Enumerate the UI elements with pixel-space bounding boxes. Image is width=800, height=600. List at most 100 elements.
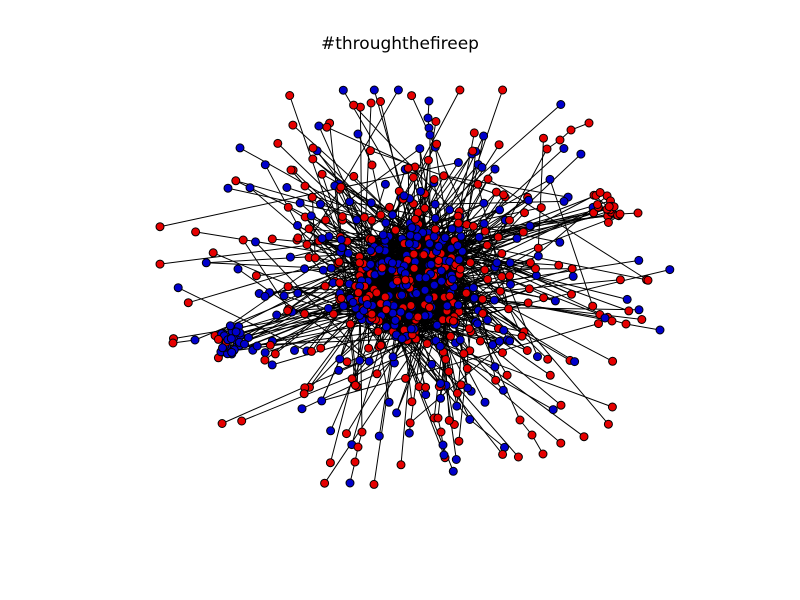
graph-node [405, 418, 415, 428]
graph-edge [311, 197, 316, 258]
graph-node [634, 305, 644, 315]
graph-node [349, 171, 359, 181]
graph-node [480, 397, 490, 407]
graph-node [191, 227, 201, 237]
graph-node [251, 237, 260, 247]
graph-node [273, 138, 283, 148]
graph-node [527, 430, 537, 440]
graph-node [498, 449, 508, 459]
graph-node [406, 324, 416, 334]
graph-node [425, 130, 435, 140]
graph-node [543, 354, 553, 364]
graph-node [435, 341, 445, 351]
graph-node [334, 365, 344, 375]
graph-node [381, 218, 391, 228]
graph-node [168, 338, 178, 348]
graph-node [432, 139, 442, 149]
graph-node [367, 160, 377, 170]
graph-node [545, 370, 555, 380]
graph-node [437, 276, 446, 286]
graph-node [439, 450, 449, 460]
graph-node [452, 401, 462, 411]
graph-node [538, 449, 548, 459]
graph-node [403, 163, 413, 173]
graph-node [300, 309, 310, 319]
graph-edge [221, 337, 416, 424]
graph-node [604, 202, 614, 212]
graph-node [465, 415, 475, 424]
graph-node [338, 85, 348, 95]
graph-node [404, 239, 414, 249]
graph-node [493, 232, 503, 242]
graph-node [491, 375, 501, 385]
graph-node [308, 154, 318, 164]
graph-node [408, 172, 418, 182]
graph-node [304, 224, 314, 234]
graph-node [226, 334, 236, 344]
graph-node [260, 291, 270, 301]
graph-node [410, 214, 420, 224]
graph-node [429, 175, 439, 184]
graph-node [447, 224, 457, 234]
graph-node [409, 263, 419, 273]
graph-node [455, 85, 465, 95]
graph-node [366, 246, 376, 256]
graph-node [453, 158, 463, 167]
graph-node [430, 213, 440, 223]
graph-node [497, 272, 507, 282]
graph-edge [340, 186, 417, 230]
graph-node [479, 219, 489, 229]
graph-node [260, 348, 270, 358]
graph-node [459, 349, 469, 359]
graph-edge [414, 337, 519, 458]
graph-edge [442, 212, 594, 242]
graph-node [453, 218, 463, 228]
graph-node [283, 306, 293, 316]
graph-node [190, 335, 200, 345]
graph-node [367, 309, 377, 319]
graph-node [374, 245, 384, 255]
graph-node [252, 341, 262, 351]
graph-node [424, 96, 434, 106]
graph-node [425, 239, 435, 249]
graph-node [353, 288, 363, 298]
graph-node [421, 273, 431, 283]
graph-node [317, 396, 327, 406]
graph-node [267, 360, 277, 370]
graph-node [512, 233, 522, 243]
graph-node [622, 294, 632, 304]
graph-node [488, 340, 498, 350]
graph-edge [549, 179, 594, 307]
graph-node [584, 118, 594, 128]
graph-node [595, 188, 605, 197]
graph-edge [428, 264, 613, 362]
graph-node [533, 243, 543, 253]
graph-node [432, 320, 442, 330]
graph-node [594, 319, 603, 329]
graph-node [406, 301, 416, 310]
graph-node [634, 255, 644, 265]
graph-node [453, 300, 463, 310]
figure-title: #throughthefireep [321, 34, 479, 54]
graph-node [524, 284, 534, 294]
graph-node [349, 100, 359, 110]
graph-node [545, 174, 555, 184]
graph-node [603, 419, 613, 429]
graph-node [465, 258, 475, 268]
graph-node [518, 227, 528, 237]
graph-node [499, 325, 509, 335]
graph-node [397, 290, 407, 300]
graph-edge [362, 102, 372, 264]
graph-node [556, 400, 566, 410]
graph-edge [392, 275, 574, 333]
graph-node [505, 258, 515, 268]
graph-node [302, 240, 312, 250]
graph-node [355, 258, 364, 268]
graph-node [633, 208, 643, 218]
graph-node [431, 117, 441, 126]
graph-node [336, 235, 346, 245]
graph-node [477, 162, 487, 172]
graph-edge [435, 200, 565, 205]
graph-node [355, 356, 365, 365]
